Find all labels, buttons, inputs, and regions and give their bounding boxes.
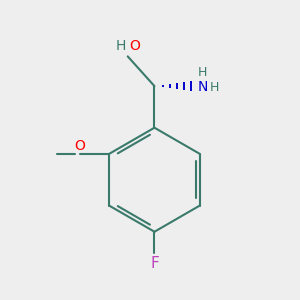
Text: H: H <box>116 39 126 53</box>
Text: O: O <box>74 139 85 152</box>
Text: H: H <box>209 81 219 94</box>
Text: H: H <box>198 66 207 79</box>
Text: O: O <box>129 39 140 53</box>
Text: F: F <box>150 256 159 271</box>
Text: N: N <box>198 80 208 94</box>
